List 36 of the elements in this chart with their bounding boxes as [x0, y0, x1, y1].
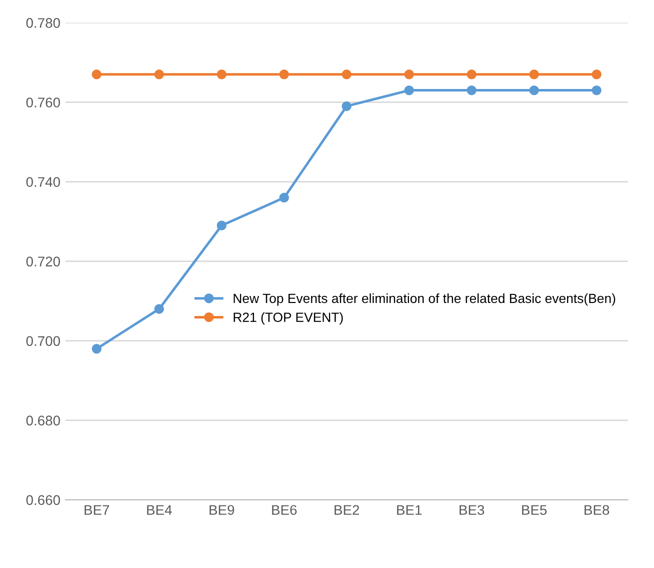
- y-tick-label: 0.740: [26, 177, 60, 187]
- point: [216, 70, 226, 80]
- point: [466, 70, 476, 80]
- point: [342, 101, 352, 112]
- y-tick-label: 0.680: [26, 416, 60, 426]
- x-tick-label: BE9: [210, 505, 234, 515]
- point: [154, 304, 164, 314]
- x-tick-label: BE7: [84, 505, 110, 515]
- point: [529, 70, 539, 80]
- point: [592, 70, 602, 80]
- y-tick-label: 0.760: [26, 98, 60, 108]
- y-tick-label: 0.720: [26, 256, 60, 266]
- y-tick-label: 0.660: [26, 495, 60, 506]
- point: [592, 85, 602, 96]
- y-tick-label: 0.780: [26, 18, 60, 28]
- point: [92, 344, 102, 354]
- point: [529, 85, 539, 96]
- point: [404, 85, 414, 96]
- x-tick-label: BE4: [147, 505, 172, 515]
- x-tick-label: BE2: [334, 505, 360, 515]
- point: [342, 70, 352, 80]
- y-tick-label: 0.700: [26, 336, 60, 346]
- x-tick-label: BE1: [397, 505, 422, 515]
- x-tick-label: BE3: [460, 505, 484, 515]
- point: [92, 70, 102, 80]
- x-tick-label: BE6: [272, 505, 297, 515]
- legend-label: R21 (TOP EVENT): [234, 312, 343, 325]
- x-tick-label: BE8: [584, 505, 610, 515]
- legend-label: New Top Events after elimination of the related Basic events(Ben): [234, 293, 616, 306]
- x-tick-label: BE5: [522, 505, 547, 515]
- point: [404, 70, 414, 80]
- point: [279, 70, 289, 80]
- point: [466, 85, 476, 96]
- point: [279, 192, 289, 203]
- point: [154, 70, 164, 80]
- point: [216, 220, 226, 230]
